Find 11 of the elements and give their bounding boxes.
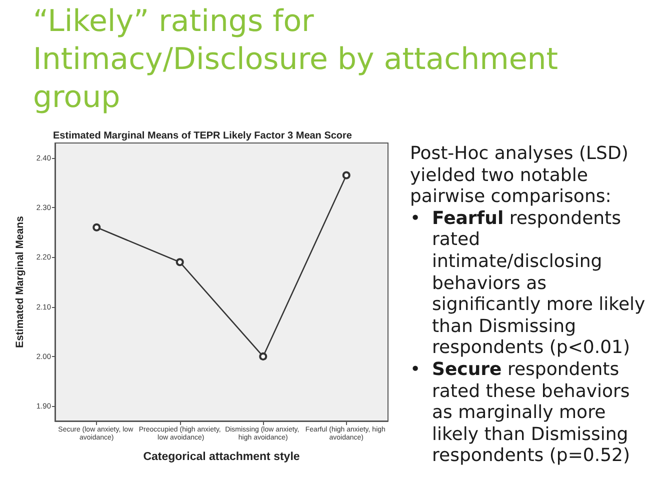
chart-title: “Likely” ratings for Intimacy/Disclosure by attachment group	[33, 3, 560, 117]
text: Post-Hoc analyses (LSD) yielded two notable pairwise comparisons:	[410, 143, 630, 208]
text: • Fearful respondents rated intimate/disclosing behaviors as significantly more likely than Dismissing respondents (p<0.01)	[410, 208, 646, 358]
point	[92, 223, 101, 232]
point	[176, 258, 184, 266]
point	[259, 352, 268, 360]
chart-subtitle: Estimated Marginal Means of TEPR Likely Factor 3 Mean Score	[53, 130, 352, 142]
x-axis-title: Categorical attachment style	[143, 451, 300, 463]
point	[342, 171, 350, 180]
text: • Secure respondents rated these behaviors as marginally more likely than Dismissing respondents (p=0.52)	[410, 358, 631, 467]
y-axis-title: Estimated Marginal Means	[14, 216, 26, 348]
